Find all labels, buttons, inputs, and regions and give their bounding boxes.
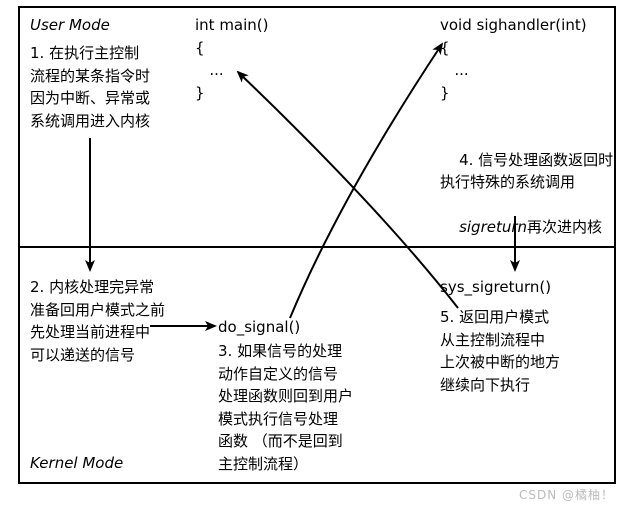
step2-text: 2. 内核处理完异常 准备回用户模式之前 先处理当前进程中 可以递送的信号 — [30, 276, 165, 366]
do-signal-label: do_signal() — [218, 316, 300, 339]
step4-text: 4. 信号处理函数返回时 执行特殊的系统调用 sigreturn再次进内核 — [440, 126, 613, 261]
diagram-frame: User Mode Kernel Mode int main() { ... }… — [18, 6, 616, 484]
step1-text: 1. 在执行主控制 流程的某条指令时 因为中断、异常或 系统调用进入内核 — [30, 42, 150, 132]
step4c: 再次进内核 — [527, 218, 602, 236]
step5-text: 5. 返回用户模式 从主控制流程中 上次被中断的地方 继续向下执行 — [440, 306, 560, 396]
int-main-code: int main() { ... } — [195, 14, 269, 104]
kernel-mode-label: Kernel Mode — [30, 452, 123, 475]
user-mode-label: User Mode — [30, 14, 110, 37]
watermark: CSDN @橘柚！ — [519, 486, 614, 503]
step4a: 4. 信号处理函数返回时 执行特殊的系统调用 — [440, 151, 613, 192]
step3-text: 3. 如果信号的处理 动作自定义的信号 处理函数则回到用户 模式执行信号处理 函… — [218, 340, 353, 475]
sys-sigreturn-label: sys_sigreturn() — [440, 276, 551, 299]
sysreturn-to-main — [238, 72, 458, 308]
sighandler-code: void sighandler(int) { ... } — [440, 14, 587, 104]
dosignal-to-sighandler — [290, 44, 442, 318]
step4-sigreturn: sigreturn — [459, 218, 527, 236]
